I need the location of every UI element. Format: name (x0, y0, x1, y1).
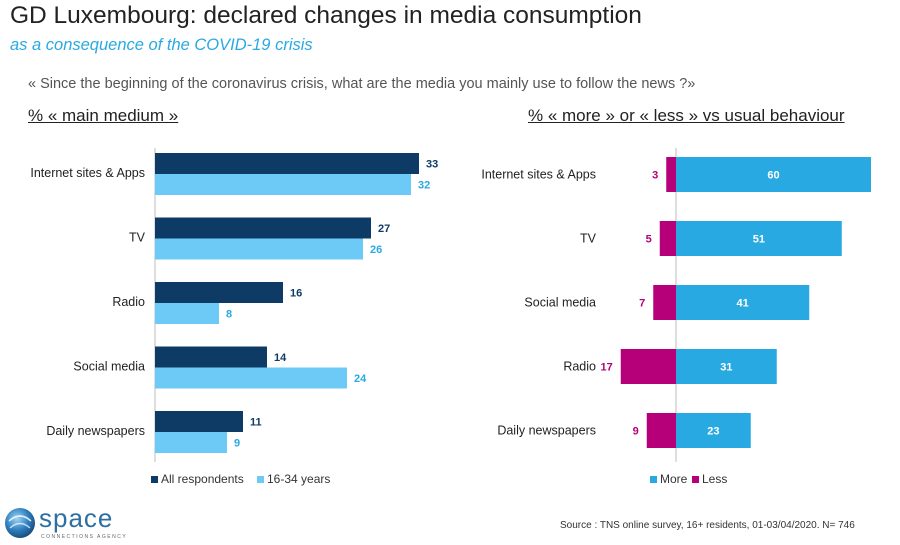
right-bar-less (620, 349, 676, 384)
left-bar (155, 411, 243, 432)
right-bar-more (676, 413, 751, 448)
right-more-label: 60 (767, 170, 779, 182)
left-bar (155, 174, 411, 195)
left-chart-title: % « main medium » (28, 106, 179, 125)
right-less-label: 3 (652, 170, 658, 182)
right-less-label: 17 (601, 362, 613, 374)
right-legend-swatch (692, 476, 699, 483)
left-data-label: 32 (418, 180, 430, 192)
left-bar (155, 282, 283, 303)
logo-wordmark: space (39, 503, 114, 533)
left-bar (155, 217, 371, 239)
right-legend-label: Less (702, 472, 727, 486)
right-bar-more (676, 285, 810, 320)
left-data-label: 33 (426, 159, 438, 171)
right-bar-less (666, 157, 676, 192)
right-category-label: TV (580, 232, 597, 246)
left-data-label: 11 (250, 417, 262, 429)
right-less-label: 7 (639, 298, 645, 310)
logo-tagline: CONNECTIONS AGENCY (41, 534, 128, 540)
right-category-label: Social media (524, 296, 596, 310)
right-less-label: 5 (646, 234, 652, 246)
left-data-label: 27 (378, 223, 390, 235)
left-category-label: Social media (73, 360, 145, 374)
right-chart-title: % « more » or « less » vs usual behaviou… (528, 106, 845, 125)
source-note: Source : TNS online survey, 16+ resident… (560, 520, 855, 531)
right-legend-swatch (650, 476, 657, 483)
survey-question: « Since the beginning of the coronavirus… (28, 76, 696, 92)
right-category-label: Internet sites & Apps (481, 168, 596, 182)
left-category-label: TV (129, 231, 146, 245)
right-more-label: 51 (753, 234, 765, 246)
left-bar (155, 367, 347, 389)
left-bar (155, 153, 419, 174)
left-bar (155, 303, 219, 324)
left-bar (155, 346, 267, 368)
right-more-label: 31 (720, 362, 732, 374)
left-category-label: Internet sites & Apps (30, 166, 145, 180)
left-data-label: 8 (226, 309, 232, 321)
left-legend-swatch (151, 476, 158, 483)
left-bar (155, 238, 363, 260)
left-category-label: Daily newspapers (46, 424, 145, 438)
left-data-label: 9 (234, 438, 240, 450)
left-data-label: 24 (354, 373, 367, 385)
right-bar-more (676, 157, 871, 192)
right-more-label: 41 (737, 298, 749, 310)
left-bar (155, 432, 227, 453)
right-legend-label: More (660, 472, 688, 486)
left-category-label: Radio (112, 295, 145, 309)
page-title: GD Luxembourg: declared changes in media… (10, 2, 642, 29)
right-bar-less (653, 285, 676, 320)
page-subtitle: as a consequence of the COVID-19 crisis (10, 36, 313, 54)
right-bar-less (646, 413, 676, 448)
space-logo: space CONNECTIONS AGENCY (3, 503, 163, 543)
right-bar-more (676, 221, 842, 256)
right-more-label: 23 (707, 426, 719, 438)
right-less-label: 9 (633, 426, 639, 438)
left-legend-label: All respondents (161, 472, 244, 486)
left-data-label: 26 (370, 244, 382, 256)
right-bar-more (676, 349, 777, 384)
right-bar-less (659, 221, 676, 256)
left-data-label: 16 (290, 288, 302, 300)
left-data-label: 14 (274, 352, 287, 364)
left-legend-label: 16-34 years (267, 472, 330, 486)
globe-icon (5, 508, 35, 538)
right-category-label: Daily newspapers (497, 424, 596, 438)
left-legend-swatch (257, 476, 264, 483)
right-category-label: Radio (563, 360, 596, 374)
